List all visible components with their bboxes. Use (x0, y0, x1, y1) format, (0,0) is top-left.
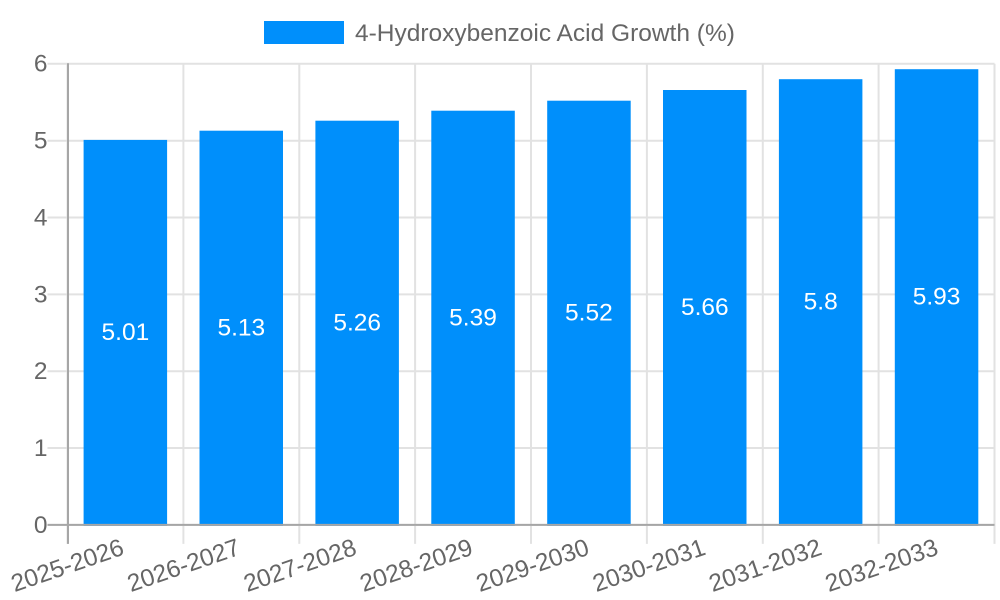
svg-text:5.01: 5.01 (102, 319, 150, 346)
svg-text:5.39: 5.39 (449, 304, 497, 331)
svg-text:1: 1 (34, 435, 48, 462)
svg-text:5.26: 5.26 (333, 309, 381, 336)
svg-text:4: 4 (34, 204, 48, 231)
svg-text:5.8: 5.8 (804, 289, 838, 316)
svg-text:2: 2 (34, 358, 48, 385)
svg-text:5.52: 5.52 (565, 299, 613, 326)
svg-text:4-Hydroxybenzoic Acid Growth (: 4-Hydroxybenzoic Acid Growth (%) (355, 20, 735, 47)
svg-text:5.93: 5.93 (913, 284, 961, 311)
svg-text:5.66: 5.66 (681, 294, 729, 321)
svg-text:6: 6 (34, 51, 48, 78)
svg-text:5.13: 5.13 (217, 314, 265, 341)
svg-text:3: 3 (34, 281, 48, 308)
svg-text:5: 5 (34, 128, 48, 155)
svg-text:0: 0 (34, 512, 48, 539)
